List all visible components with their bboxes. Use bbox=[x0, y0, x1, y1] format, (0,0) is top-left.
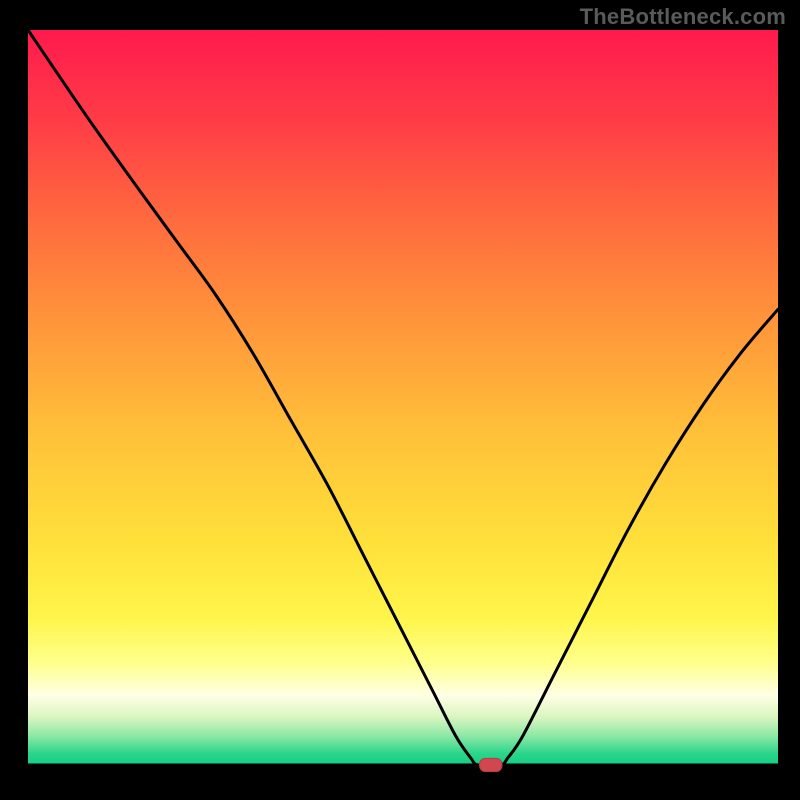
chart-root: TheBottleneck.com bbox=[0, 0, 800, 800]
chart-svg bbox=[0, 0, 800, 800]
watermark-text: TheBottleneck.com bbox=[580, 4, 786, 30]
plot-background bbox=[28, 30, 778, 765]
optimal-point-marker bbox=[480, 758, 503, 771]
